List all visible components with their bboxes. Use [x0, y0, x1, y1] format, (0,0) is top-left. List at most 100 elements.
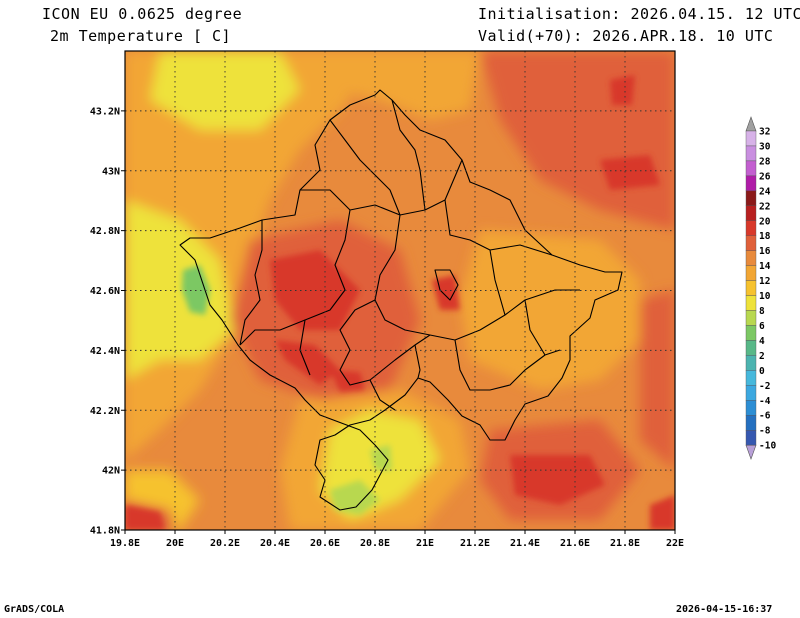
colorbar-label: 20 [759, 216, 771, 227]
district-border-2 [300, 159, 463, 216]
colorbar-label: 16 [759, 246, 771, 257]
field-hot-southeast-corner [650, 495, 675, 530]
colorbar-swatch [745, 430, 757, 446]
colorbar-swatch [745, 130, 757, 147]
colorbar-swatch [745, 415, 757, 431]
field-hot-east-1 [600, 155, 660, 190]
x-axis-ticks: 19.8E 20E 20.2E 20.4E 20.6E 20.8E 21E 21.2E 21.4… [110, 530, 684, 549]
colorbar-label: 30 [759, 141, 771, 152]
colorbar-swatch [745, 340, 757, 356]
x-tick-label: 20.6E [310, 538, 340, 549]
colorbar-swatch [745, 190, 757, 206]
kosovo-outline [179, 89, 623, 511]
border-lines [179, 89, 623, 511]
colorbar-label: -8 [759, 426, 771, 437]
colorbar-label: -6 [759, 411, 771, 422]
x-tick-label: 21E [416, 538, 434, 549]
colorbar-label: 24 [759, 186, 771, 197]
colorbar-label: 18 [759, 231, 771, 242]
district-border-12 [391, 99, 426, 211]
field-cool-green-1 [182, 265, 210, 315]
x-tick-label: 21.2E [460, 538, 490, 549]
colorbar-swatch [745, 385, 757, 401]
colorbar-label: 12 [759, 276, 770, 287]
field-hot-southwest [125, 505, 165, 530]
render-timestamp: 2026-04-15-16:37 [676, 604, 773, 615]
variable-title: 2m Temperature [ C] [50, 27, 232, 45]
field-east-edge-warm [640, 290, 675, 470]
district-border-6 [339, 299, 431, 386]
field-north-mid [300, 51, 480, 120]
colorbar-label: 32 [759, 127, 770, 138]
y-tick-label: 42.6N [90, 286, 120, 297]
colorbar-top-arrow [745, 116, 757, 132]
colorbar-label: 26 [759, 171, 771, 182]
colorbar-swatch [745, 235, 757, 251]
colorbar-label: 6 [759, 321, 765, 332]
y-tick-label: 42.4N [90, 346, 120, 357]
colorbar-label: 14 [759, 261, 771, 272]
colorbar-swatch [745, 175, 757, 192]
colorbar-label: -4 [759, 396, 771, 407]
x-tick-label: 21.6E [560, 538, 590, 549]
field-far-west-cool [125, 200, 235, 380]
x-tick-label: 20.2E [210, 538, 240, 549]
colorbar-label: 22 [759, 201, 770, 212]
district-border-14 [239, 319, 306, 346]
field-cool-green-2 [330, 480, 380, 515]
district-border-3 [299, 209, 351, 376]
colorbar-swatch [745, 295, 757, 311]
field-hot-east-2 [610, 75, 635, 105]
colorbar-swatch [745, 310, 757, 326]
x-tick-label: 20E [166, 538, 184, 549]
x-tick-label: 20.8E [360, 538, 390, 549]
colorbar-label: 0 [759, 366, 765, 377]
valid-time: Valid(+70): 2026.APR.18. 10 UTC [478, 27, 774, 45]
x-tick-label: 21.8E [610, 538, 640, 549]
grid-lines [125, 51, 675, 530]
colorbar-swatch [745, 205, 757, 221]
y-tick-label: 43.2N [90, 106, 120, 117]
colorbar-label: -10 [759, 441, 776, 452]
y-axis-ticks: 43.2N 43N 42.8N 42.6N 42.4N 42.2N 42N 41.8N [90, 106, 125, 537]
model-title: ICON EU 0.0625 degree [42, 5, 243, 23]
colorbar-label: 8 [759, 306, 765, 317]
colorbar-label: 2 [759, 351, 765, 362]
colorbar-swatch [745, 280, 757, 296]
software-label: GrADS/COLA [4, 604, 65, 615]
colorbar-bottom-arrow [745, 444, 757, 461]
y-tick-label: 42N [102, 466, 120, 477]
field-core-hot-2 [275, 340, 340, 385]
district-border-13 [434, 269, 459, 301]
x-tick-label: 19.8E [110, 538, 140, 549]
field-hot-southeast [510, 455, 605, 505]
colorbar-swatch [745, 160, 757, 177]
colorbar-swatch [745, 325, 757, 341]
district-border-1 [239, 220, 263, 346]
colorbar-swatch [745, 145, 757, 162]
district-border-10 [524, 299, 546, 356]
x-tick-label: 21.4E [510, 538, 540, 549]
district-border-9 [489, 249, 506, 316]
colorbar-swatch [745, 355, 757, 371]
x-tick-label: 20.4E [260, 538, 290, 549]
colorbar-swatch [745, 250, 757, 266]
colorbar-swatch [745, 265, 757, 281]
district-border-11 [329, 119, 401, 216]
y-tick-label: 42.8N [90, 226, 120, 237]
colorbar-label: -2 [759, 381, 770, 392]
colorbar-swatch [745, 370, 757, 386]
district-border-7 [414, 344, 421, 379]
colorbar-label: 4 [759, 336, 765, 347]
y-tick-label: 43N [102, 166, 120, 177]
colorbar-label: 28 [759, 156, 771, 167]
colorbar-swatch [745, 220, 757, 236]
field-north-cool [150, 51, 300, 130]
x-tick-label: 22E [666, 538, 684, 549]
colorbar-label: 10 [759, 291, 771, 302]
colorbar-swatch [745, 400, 757, 416]
district-border-8 [454, 339, 561, 391]
district-border-15 [369, 379, 396, 411]
